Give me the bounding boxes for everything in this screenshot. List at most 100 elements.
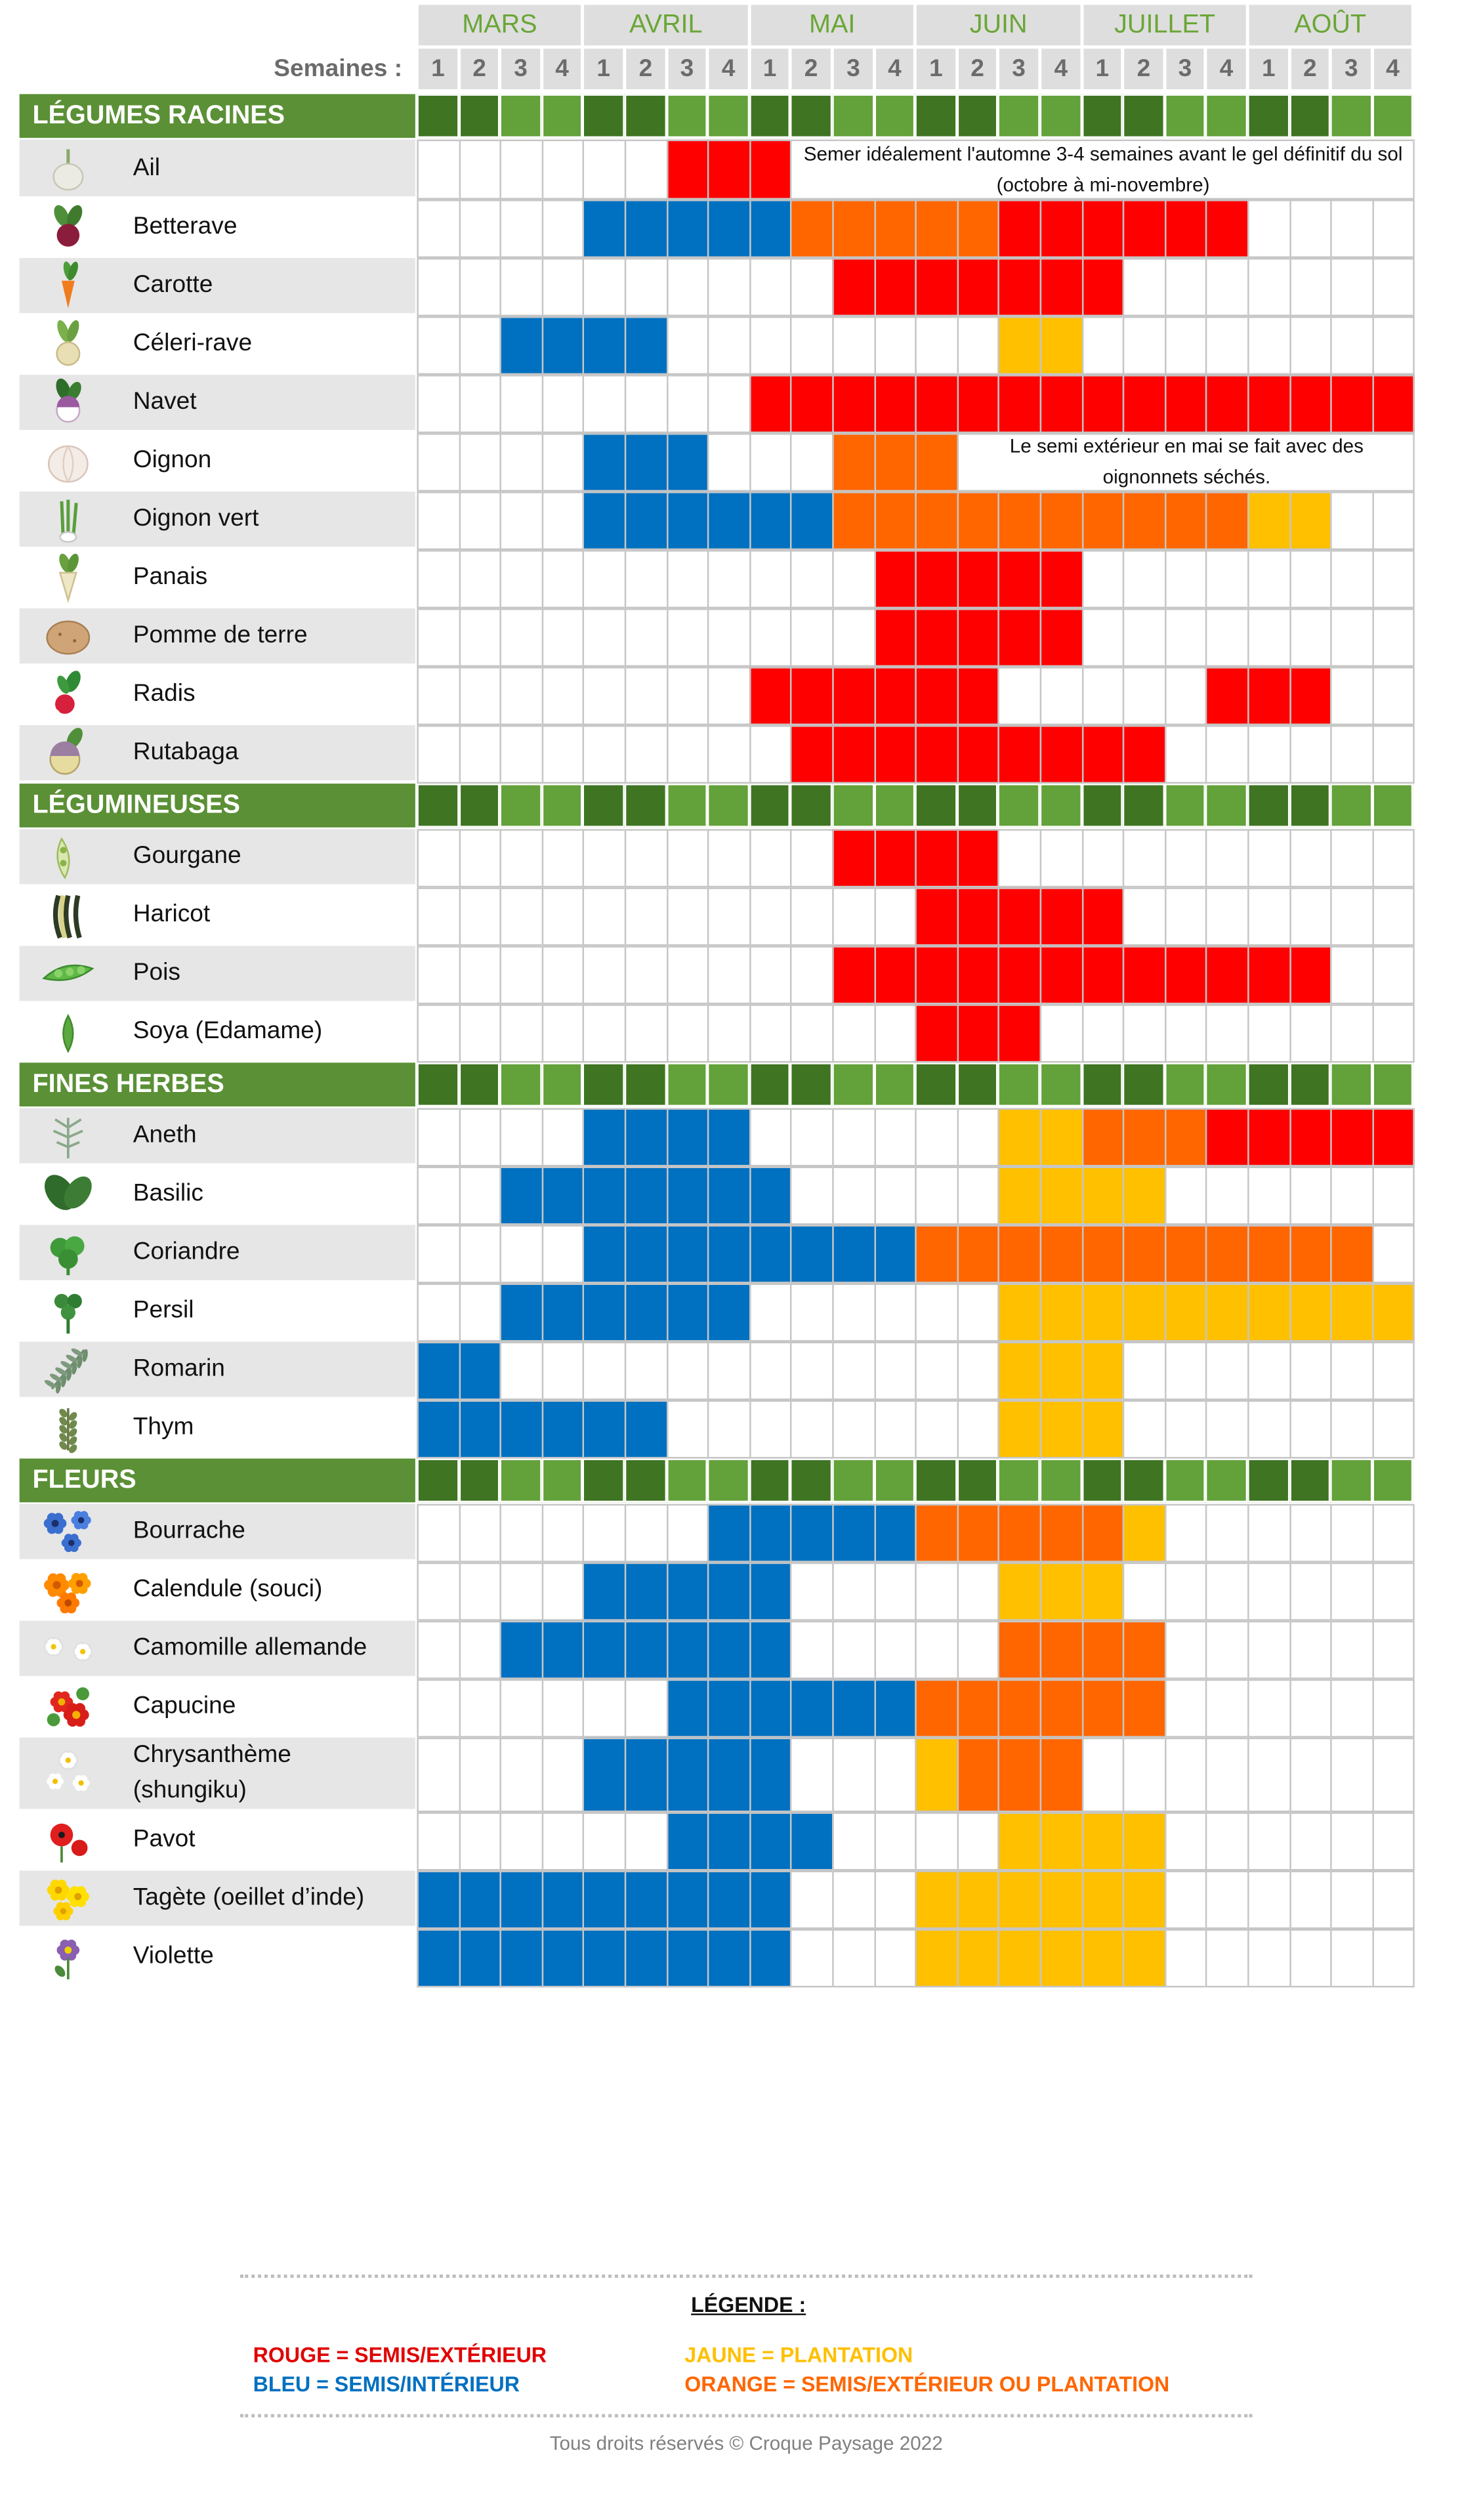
week-cell	[1372, 1870, 1415, 1929]
week-cell	[499, 608, 544, 667]
week-cell	[957, 667, 999, 726]
week-cell	[1372, 1283, 1415, 1342]
month-header: MAI	[751, 5, 913, 46]
vegetable-name-text: Haricot	[133, 900, 211, 929]
vegetable-name-text: Camomille allemande	[133, 1633, 367, 1662]
week-cell	[499, 1812, 544, 1871]
week-cell	[832, 1870, 876, 1929]
vegetable-name: Persil	[133, 1284, 412, 1339]
week-cell	[541, 1283, 584, 1342]
week-cell	[417, 725, 461, 784]
week-cell	[957, 258, 999, 317]
week-cell	[1372, 1737, 1415, 1813]
week-cell	[582, 200, 627, 259]
week-cell	[1330, 1108, 1374, 1167]
week-cell	[874, 1812, 917, 1871]
week-cell	[749, 1341, 792, 1400]
vegetable-name-subtext: (shungiku)	[133, 1776, 247, 1805]
vegetable-name-text: Panais	[133, 563, 208, 591]
week-cell	[541, 946, 584, 1005]
garlic-icon	[20, 140, 117, 197]
vegetable-row-label: Pois	[19, 946, 415, 1001]
week-cell	[499, 258, 544, 317]
vegetable-name-text: Tagète (oeillet d’inde)	[133, 1883, 365, 1912]
week-cell	[1372, 258, 1415, 317]
vegetable-name: Chrysanthème (shungiku)	[133, 1738, 412, 1809]
week-cell	[1330, 1341, 1374, 1400]
category-week-cell	[1039, 1062, 1082, 1107]
week-cell	[667, 316, 709, 375]
week-cell	[832, 1679, 876, 1738]
week-cell	[667, 608, 709, 667]
week-cell	[789, 375, 834, 434]
category-week-cell	[1122, 1458, 1165, 1503]
week-cell	[707, 1503, 751, 1563]
vegetable-row-label: Pomme de terre	[19, 608, 415, 664]
week-cell	[997, 1400, 1042, 1459]
week-cell	[915, 1004, 959, 1063]
week-number: 3	[1331, 49, 1371, 89]
week-cell	[459, 608, 501, 667]
week-cell	[874, 375, 917, 434]
week-cell	[1289, 1503, 1332, 1563]
week-cell	[957, 375, 999, 434]
week-cell	[874, 1679, 917, 1738]
vegetable-name-text: Pois	[133, 959, 180, 987]
week-cell	[1372, 550, 1415, 609]
week-cell	[624, 375, 669, 434]
week-cell	[789, 550, 834, 609]
week-cell	[1247, 608, 1291, 667]
week-cell	[1039, 1341, 1084, 1400]
week-cell	[667, 139, 709, 200]
week-cell	[1165, 1812, 1207, 1871]
week-cell	[1289, 1283, 1332, 1342]
week-cell	[499, 200, 544, 259]
week-cell	[957, 1225, 999, 1284]
week-cell	[541, 1812, 584, 1871]
week-cell	[1122, 492, 1167, 551]
week-cell	[541, 1225, 584, 1284]
week-cell	[541, 200, 584, 259]
week-cell	[417, 1812, 461, 1871]
week-cell	[749, 492, 792, 551]
week-cell	[667, 200, 709, 259]
week-cell	[667, 829, 709, 888]
week-cell	[1330, 550, 1374, 609]
week-cell	[1039, 1812, 1084, 1871]
calendula-icon	[20, 1563, 117, 1618]
week-number: 3	[999, 49, 1039, 89]
week-cell	[582, 139, 627, 200]
week-cell	[1247, 667, 1291, 726]
week-cell	[707, 887, 751, 946]
week-cell	[1205, 1737, 1249, 1813]
vegetable-name: Basilic	[133, 1167, 412, 1222]
week-cell	[417, 375, 461, 434]
week-cell	[1247, 1004, 1291, 1063]
vegetable-name: Haricot	[133, 887, 412, 942]
week-cell	[624, 258, 669, 317]
category-week-cell	[749, 94, 790, 138]
week-cell	[1372, 608, 1415, 667]
week-cell	[707, 1679, 751, 1738]
week-cell	[915, 1166, 959, 1225]
week-cell	[1122, 550, 1167, 609]
week-cell	[957, 1679, 999, 1738]
week-cell	[789, 887, 834, 946]
week-cell	[459, 492, 501, 551]
week-cell	[459, 1929, 501, 1988]
week-cell	[667, 667, 709, 726]
week-cell	[749, 1870, 792, 1929]
week-cell	[789, 433, 834, 492]
week-cell	[1330, 1679, 1374, 1738]
week-cell	[789, 1108, 834, 1167]
vegetable-name-text: Oignon vert	[133, 505, 259, 533]
week-cell	[1205, 550, 1249, 609]
category-week-cell	[1081, 1062, 1123, 1107]
week-cell	[707, 139, 751, 200]
week-cell	[582, 1679, 627, 1738]
week-cell	[667, 1004, 709, 1063]
week-number: 3	[668, 49, 706, 89]
vegetable-row-label: Betterave	[19, 200, 415, 255]
vegetable-row-label: Céleri-rave	[19, 316, 415, 372]
week-cell	[582, 433, 627, 492]
